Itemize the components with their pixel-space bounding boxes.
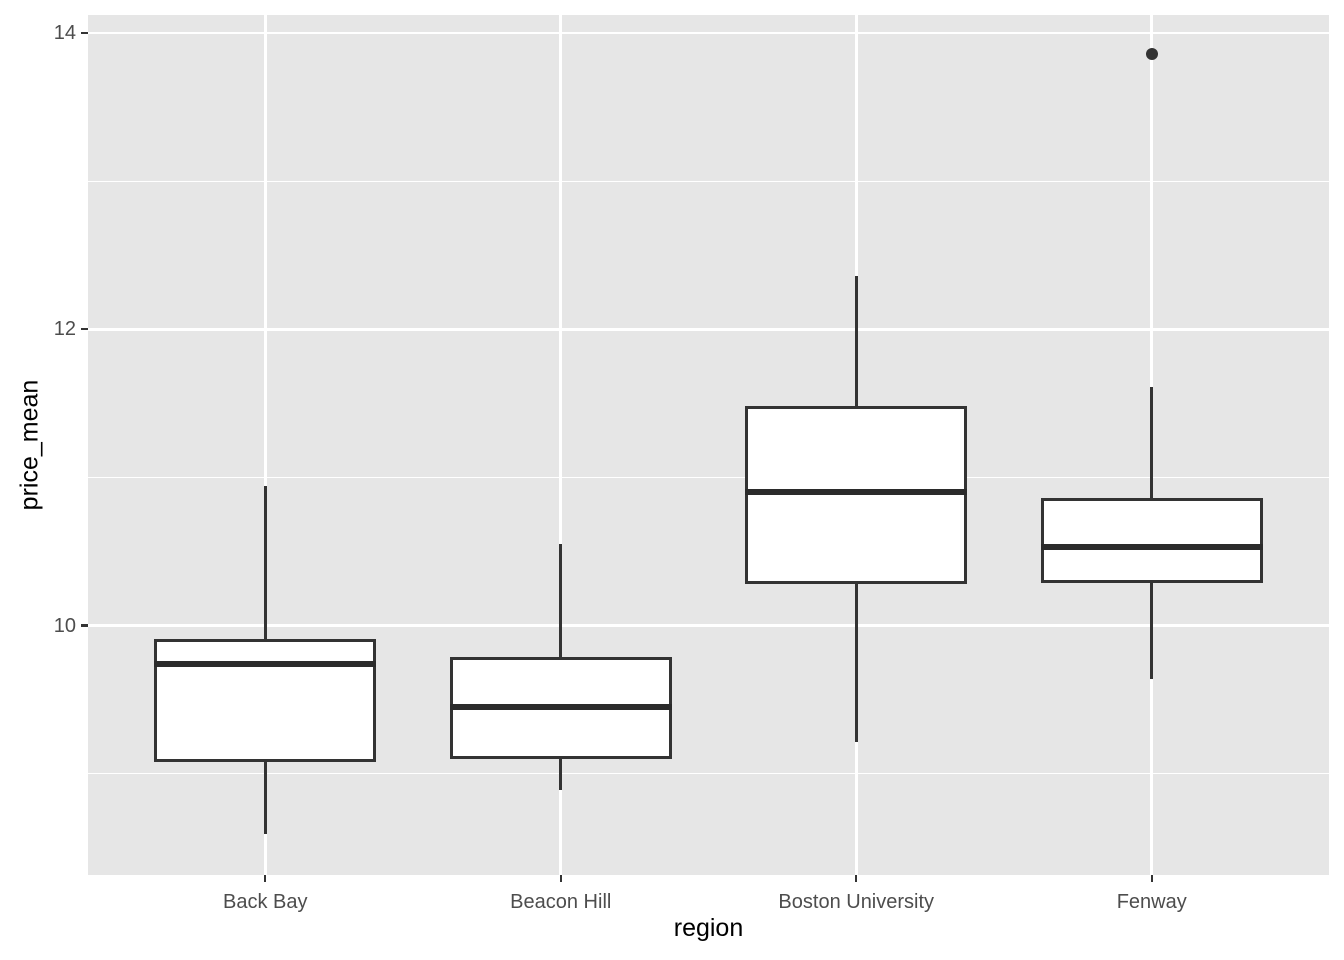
lower-whisker-beacon-hill bbox=[559, 758, 563, 790]
median-line-boston-university bbox=[745, 489, 968, 496]
upper-whisker-boston-university bbox=[854, 275, 858, 407]
median-line-fenway bbox=[1040, 544, 1263, 550]
major-gridline-x-0 bbox=[263, 15, 267, 875]
upper-whisker-beacon-hill bbox=[559, 544, 563, 657]
median-line-back-bay bbox=[154, 661, 377, 667]
x-tick-label-fenway: Fenway bbox=[1116, 891, 1187, 913]
y-tick-label-10: 10 bbox=[53, 614, 76, 637]
iqr-box-back-bay bbox=[154, 638, 377, 762]
upper-whisker-back-bay bbox=[263, 486, 267, 639]
x-tick-label-back-bay: Back Bay bbox=[223, 891, 308, 913]
y-tick-12 bbox=[81, 328, 88, 331]
x-tick-label-boston-university: Boston University bbox=[778, 891, 935, 913]
x-tick-beacon-hill bbox=[559, 875, 562, 882]
y-tick-label-12: 12 bbox=[53, 318, 76, 341]
minor-gridline-y-11 bbox=[88, 476, 1329, 479]
major-gridline-y-12 bbox=[88, 328, 1329, 331]
minor-gridline-y-13 bbox=[88, 180, 1329, 182]
y-tick-label-14: 14 bbox=[53, 22, 76, 45]
upper-whisker-fenway bbox=[1150, 387, 1154, 499]
lower-whisker-boston-university bbox=[854, 584, 858, 743]
y-tick-14 bbox=[81, 31, 88, 35]
iqr-box-fenway bbox=[1040, 498, 1263, 583]
x-tick-back-bay bbox=[264, 875, 267, 882]
y-axis-title: price_mean bbox=[15, 379, 44, 511]
major-gridline-y-10 bbox=[88, 624, 1329, 627]
x-tick-fenway bbox=[1150, 875, 1153, 882]
outlier-point-fenway-0 bbox=[1145, 47, 1158, 60]
x-tick-boston-university bbox=[855, 875, 858, 882]
lower-whisker-back-bay bbox=[263, 761, 267, 835]
major-gridline-y-14 bbox=[88, 31, 1329, 35]
median-line-beacon-hill bbox=[449, 703, 672, 710]
x-axis-title: region bbox=[673, 914, 744, 942]
lower-whisker-fenway bbox=[1150, 582, 1154, 679]
major-gridline-x-1 bbox=[559, 15, 563, 875]
y-tick-10 bbox=[81, 624, 88, 627]
minor-gridline-y-9 bbox=[88, 772, 1329, 775]
x-tick-label-beacon-hill: Beacon Hill bbox=[510, 891, 612, 913]
